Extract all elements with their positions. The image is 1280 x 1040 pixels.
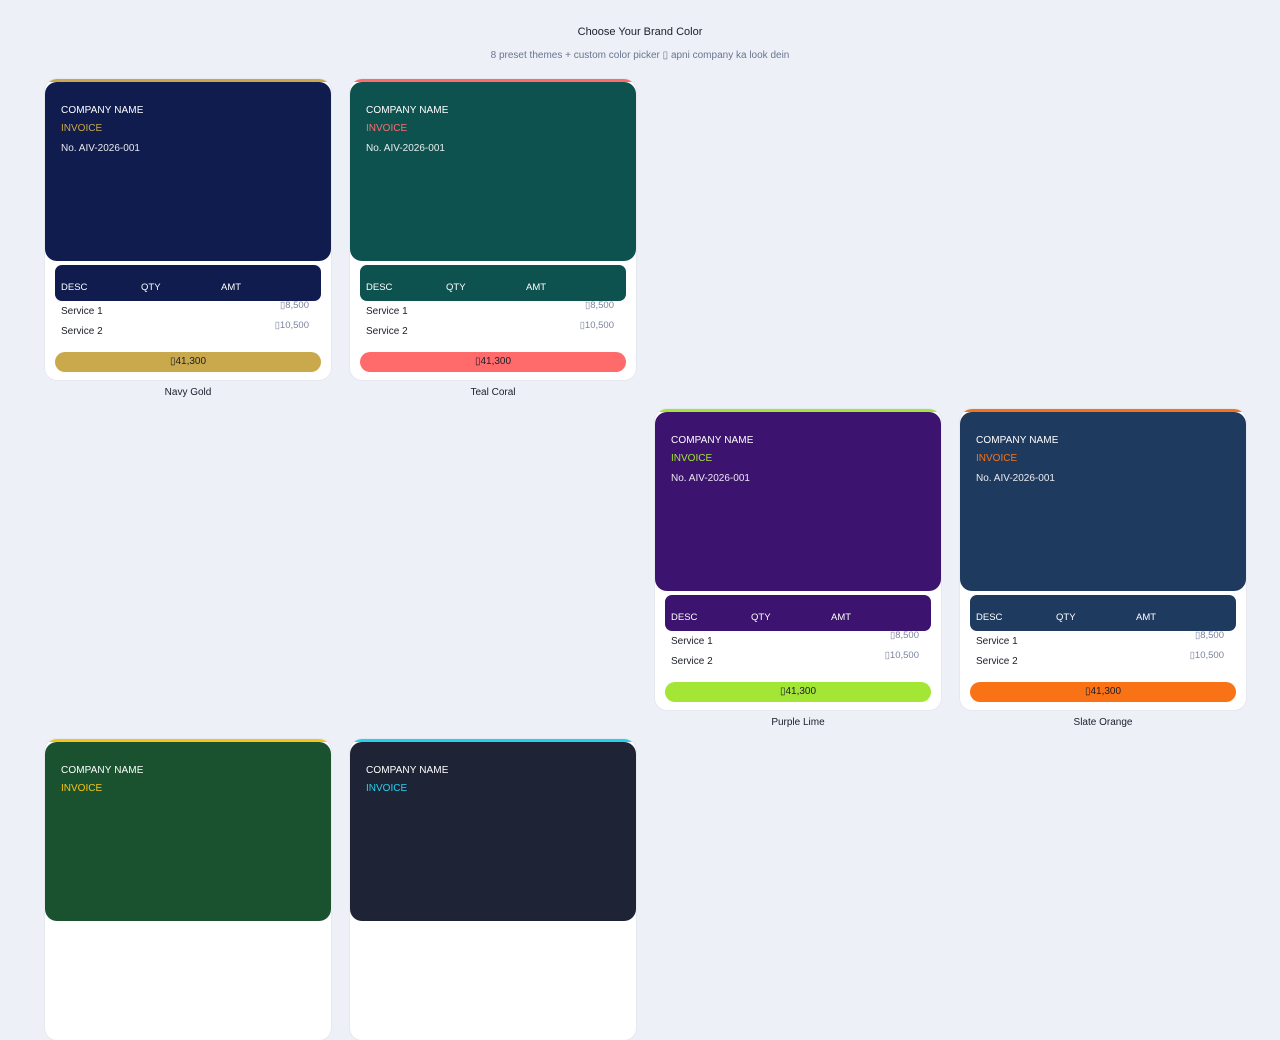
col-amt: AMT (221, 282, 242, 293)
row1-amount: ▯8,500 (1194, 630, 1224, 641)
invoice-label: INVOICE (671, 453, 713, 464)
invoice-preview: COMPANY NAME INVOICE No. AIV-2026-001 DE… (45, 79, 331, 380)
row2-label: Service 2 (366, 326, 408, 337)
table-header: DESC QTY AMT (665, 595, 931, 631)
total-pill: ▯41,300 (55, 352, 321, 372)
theme-card-teal-coral[interactable]: COMPANY NAME INVOICE No. AIV-2026-001 DE… (350, 79, 636, 398)
preview-header: COMPANY NAME INVOICE (45, 742, 331, 921)
col-amt: AMT (1136, 612, 1157, 623)
theme-card-slate-orange[interactable]: COMPANY NAME INVOICE No. AIV-2026-001 DE… (960, 409, 1246, 728)
invoice-label: INVOICE (366, 123, 408, 134)
total-pill: ▯41,300 (360, 352, 626, 372)
page-subtitle: 8 preset themes + custom color picker ▯ … (490, 50, 790, 61)
company-name: COMPANY NAME (366, 765, 449, 776)
accent-bar (45, 739, 331, 742)
row2-amount: ▯10,500 (274, 320, 309, 331)
invoice-preview: COMPANY NAME INVOICE (45, 739, 331, 1040)
invoice-label: INVOICE (976, 453, 1018, 464)
invoice-number: No. AIV-2026-001 (671, 473, 750, 484)
row1-amount: ▯8,500 (889, 630, 919, 641)
col-desc: DESC (976, 612, 1003, 623)
company-name: COMPANY NAME (61, 105, 144, 116)
row1-label: Service 1 (976, 636, 1018, 647)
row2-label: Service 2 (671, 656, 713, 667)
row2-label: Service 2 (976, 656, 1018, 667)
invoice-preview: COMPANY NAME INVOICE No. AIV-2026-001 DE… (960, 409, 1246, 710)
col-desc: DESC (671, 612, 698, 623)
invoice-label: INVOICE (366, 783, 408, 794)
invoice-preview: COMPANY NAME INVOICE No. AIV-2026-001 DE… (350, 79, 636, 380)
company-name: COMPANY NAME (671, 435, 754, 446)
accent-bar (350, 79, 636, 82)
row2-amount: ▯10,500 (1189, 650, 1224, 661)
company-name: COMPANY NAME (976, 435, 1059, 446)
theme-name: Purple Lime (771, 717, 825, 728)
row1-label: Service 1 (366, 306, 408, 317)
col-qty: QTY (1056, 612, 1076, 623)
invoice-number: No. AIV-2026-001 (976, 473, 1055, 484)
table-header: DESC QTY AMT (360, 265, 626, 301)
invoice-preview: COMPANY NAME INVOICE (350, 739, 636, 1040)
company-name: COMPANY NAME (366, 105, 449, 116)
accent-bar (960, 409, 1246, 412)
invoice-number: No. AIV-2026-001 (61, 143, 140, 154)
accent-bar (655, 409, 941, 412)
total-pill: ▯41,300 (970, 682, 1236, 702)
theme-name: Teal Coral (470, 387, 516, 398)
row1-label: Service 1 (61, 306, 103, 317)
theme-name: Navy Gold (164, 387, 212, 398)
preview-header: COMPANY NAME INVOICE No. AIV-2026-001 (350, 82, 636, 261)
table-header: DESC QTY AMT (55, 265, 321, 301)
preview-header: COMPANY NAME INVOICE (350, 742, 636, 921)
col-amt: AMT (831, 612, 852, 623)
table-header: DESC QTY AMT (970, 595, 1236, 631)
total-pill: ▯41,300 (665, 682, 931, 702)
theme-card-purple-lime[interactable]: COMPANY NAME INVOICE No. AIV-2026-001 DE… (655, 409, 941, 728)
preview-header: COMPANY NAME INVOICE No. AIV-2026-001 (960, 412, 1246, 591)
row2-amount: ▯10,500 (579, 320, 614, 331)
preview-header: COMPANY NAME INVOICE No. AIV-2026-001 (655, 412, 941, 591)
accent-bar (45, 79, 331, 82)
theme-card-dark-cyan[interactable]: COMPANY NAME INVOICE (350, 739, 636, 1040)
preview-header: COMPANY NAME INVOICE No. AIV-2026-001 (45, 82, 331, 261)
col-desc: DESC (366, 282, 393, 293)
col-qty: QTY (141, 282, 161, 293)
col-qty: QTY (446, 282, 466, 293)
row1-label: Service 1 (671, 636, 713, 647)
col-amt: AMT (526, 282, 547, 293)
theme-card-navy-gold[interactable]: COMPANY NAME INVOICE No. AIV-2026-001 DE… (45, 79, 331, 398)
theme-card-green-yellow[interactable]: COMPANY NAME INVOICE (45, 739, 331, 1040)
invoice-label: INVOICE (61, 123, 103, 134)
company-name: COMPANY NAME (61, 765, 144, 776)
theme-name: Slate Orange (1073, 717, 1133, 728)
row2-label: Service 2 (61, 326, 103, 337)
accent-bar (350, 739, 636, 742)
row1-amount: ▯8,500 (279, 300, 309, 311)
invoice-label: INVOICE (61, 783, 103, 794)
col-desc: DESC (61, 282, 88, 293)
invoice-number: No. AIV-2026-001 (366, 143, 445, 154)
row2-amount: ▯10,500 (884, 650, 919, 661)
invoice-preview: COMPANY NAME INVOICE No. AIV-2026-001 DE… (655, 409, 941, 710)
row1-amount: ▯8,500 (584, 300, 614, 311)
col-qty: QTY (751, 612, 771, 623)
page-title: Choose Your Brand Color (577, 26, 703, 38)
